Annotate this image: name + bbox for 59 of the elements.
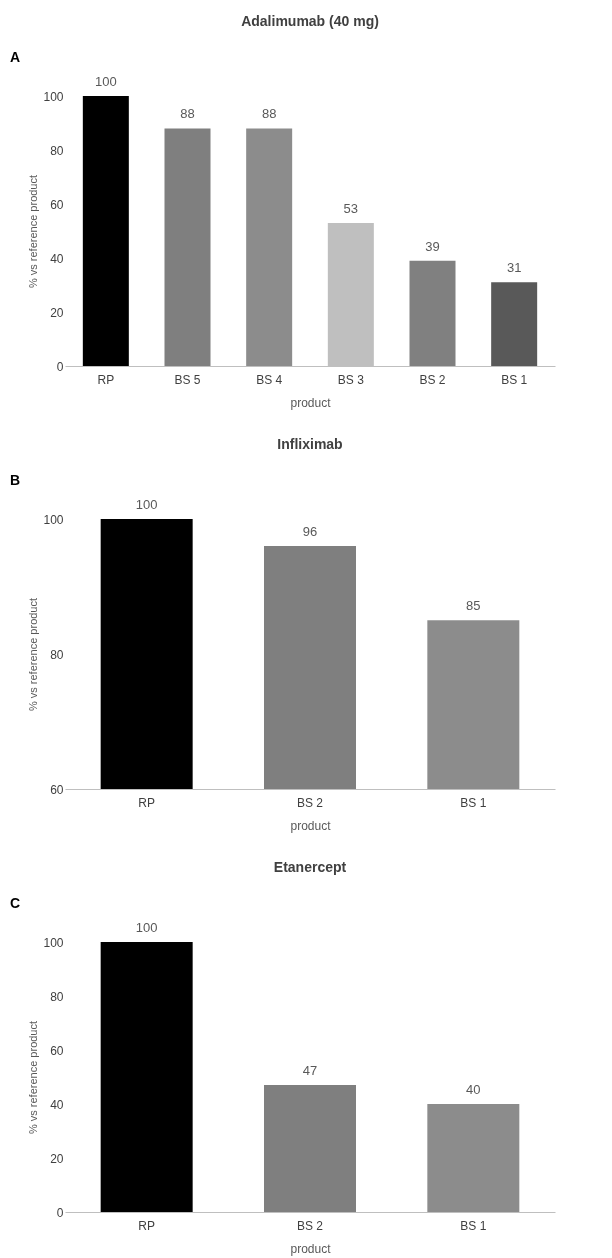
bar — [409, 260, 456, 366]
y-tick-label: 40 — [50, 251, 64, 266]
x-tick-label: RP — [97, 372, 115, 387]
y-tick-label: 60 — [50, 197, 64, 212]
y-tick-label: 0 — [56, 359, 64, 374]
data-label: 96 — [302, 524, 318, 539]
y-tick-label: 60 — [50, 782, 64, 797]
y-tick-label: 80 — [50, 647, 64, 662]
x-tick-label: RP — [138, 1218, 155, 1233]
data-label: 85 — [466, 598, 481, 614]
data-label: 39 — [425, 238, 440, 254]
data-label: 100 — [135, 920, 158, 935]
bar — [264, 1085, 356, 1212]
bar — [164, 128, 211, 366]
y-tick-label: 60 — [50, 1043, 64, 1058]
chart-title: Etanercept — [273, 859, 347, 875]
data-label: 100 — [135, 497, 158, 512]
x-axis-title: product — [290, 1241, 332, 1256]
x-tick-label: RP — [138, 795, 155, 810]
bar — [246, 128, 293, 366]
x-tick-label: BS 2 — [296, 1218, 324, 1233]
data-label: 53 — [343, 200, 359, 216]
data-label: 40 — [466, 1082, 481, 1097]
x-tick-label: BS 1 — [501, 372, 528, 387]
x-tick-label: BS 1 — [460, 1218, 487, 1233]
data-label: 47 — [302, 1063, 318, 1079]
bar — [427, 1104, 520, 1212]
text: B — [10, 472, 21, 488]
x-tick-label: BS 4 — [256, 372, 283, 387]
x-tick-label: BS 3 — [337, 372, 365, 387]
y-tick-label: 100 — [43, 89, 64, 104]
x-axis-title: product — [290, 818, 332, 833]
y-axis-title: % vs reference product — [27, 1020, 40, 1135]
bar — [491, 282, 538, 366]
bar — [82, 96, 129, 366]
y-tick-label: 80 — [50, 989, 64, 1004]
y-tick-label: 0 — [56, 1205, 64, 1220]
x-axis-title: product — [290, 395, 332, 410]
y-tick-label: 100 — [43, 512, 64, 527]
y-tick-label: 100 — [43, 935, 64, 950]
data-label: 100 — [94, 74, 117, 89]
chart-title: Infliximab — [277, 436, 343, 452]
y-axis-title: % vs reference product — [27, 174, 40, 289]
y-tick-label: 40 — [50, 1097, 64, 1112]
x-tick-label: BS 5 — [174, 372, 201, 387]
text: C — [10, 895, 21, 911]
data-label: 88 — [261, 106, 277, 122]
data-label: 88 — [180, 106, 195, 122]
y-tick-label: 20 — [50, 305, 64, 320]
y-tick-label: 20 — [50, 1151, 64, 1166]
text: A — [10, 49, 21, 65]
x-tick-label: BS 1 — [460, 795, 487, 810]
bar — [100, 942, 193, 1212]
data-label: 31 — [506, 260, 522, 276]
chart-title: Adalimumab (40 mg) — [241, 13, 379, 29]
x-tick-label: BS 2 — [419, 372, 446, 387]
y-axis-title: % vs reference product — [27, 597, 40, 712]
x-tick-label: BS 2 — [296, 795, 324, 810]
y-tick-label: 80 — [50, 143, 64, 158]
